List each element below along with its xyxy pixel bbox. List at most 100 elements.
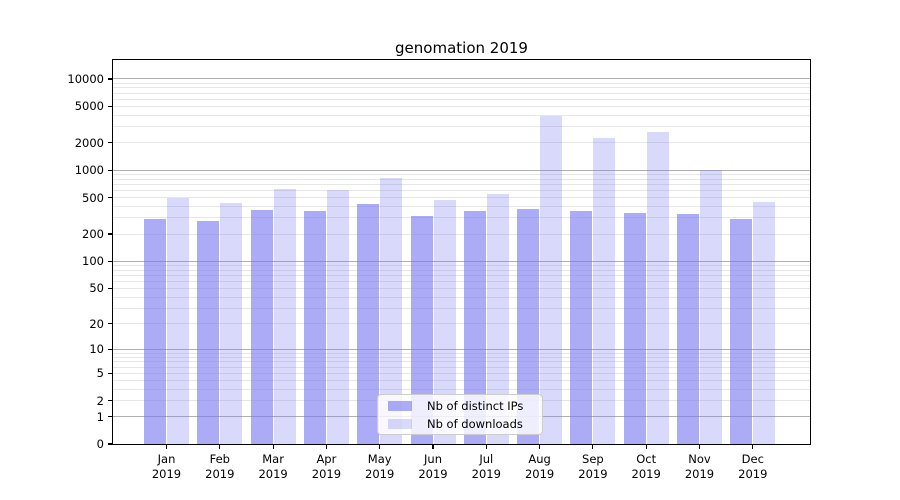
y-tick-label: 500 bbox=[82, 190, 104, 205]
x-tick bbox=[752, 445, 754, 449]
bar-downloads bbox=[220, 203, 243, 444]
x-tick bbox=[592, 445, 594, 449]
y-tick bbox=[108, 78, 112, 80]
bar-ips bbox=[250, 210, 273, 444]
legend-label-downloads: Nb of downloads bbox=[427, 416, 523, 431]
x-tick bbox=[325, 445, 327, 449]
x-tick-label: Feb 2019 bbox=[205, 452, 235, 481]
gridline-minor bbox=[113, 126, 810, 128]
y-tick bbox=[108, 416, 112, 418]
y-tick-label: 200 bbox=[82, 227, 104, 241]
gridline-minor bbox=[113, 197, 810, 199]
bar-downloads bbox=[486, 194, 509, 444]
gridline-minor bbox=[113, 372, 810, 374]
bar-ips bbox=[463, 210, 486, 444]
gridline-minor bbox=[113, 388, 810, 390]
gridline-minor bbox=[113, 287, 810, 289]
gridline-minor bbox=[113, 98, 810, 100]
gridline-minor bbox=[113, 183, 810, 185]
legend-swatch-downloads bbox=[388, 418, 412, 429]
x-tick-label: Jul 2019 bbox=[471, 452, 501, 481]
y-tick bbox=[108, 372, 112, 374]
bar-ips bbox=[144, 219, 166, 444]
x-tick-label: Dec 2019 bbox=[738, 452, 768, 481]
y-tick-label: 20 bbox=[89, 316, 104, 331]
x-tick bbox=[698, 445, 701, 449]
gridline-minor bbox=[113, 264, 810, 266]
y-tick bbox=[108, 260, 112, 262]
gridline-minor bbox=[113, 307, 810, 309]
legend: Nb of distinct IPs Nb of downloads bbox=[377, 394, 543, 435]
legend-swatch-distinct-ips bbox=[388, 400, 412, 411]
bar-downloads bbox=[753, 202, 776, 444]
gridline-minor bbox=[113, 352, 810, 354]
x-tick bbox=[485, 445, 487, 449]
x-tick-label: Aug 2019 bbox=[524, 452, 555, 481]
legend-label-distinct-ips: Nb of distinct IPs bbox=[427, 398, 524, 413]
y-tick-label: 5 bbox=[96, 366, 104, 381]
gridline-minor bbox=[113, 190, 810, 192]
x-tick bbox=[432, 445, 434, 449]
x-tick-label: Nov 2019 bbox=[684, 452, 715, 481]
x-tick-label: Apr 2019 bbox=[311, 452, 342, 481]
gridline-minor bbox=[113, 366, 810, 368]
gridline-minor bbox=[113, 361, 810, 363]
y-tick bbox=[108, 142, 112, 144]
x-tick-label: Jan 2019 bbox=[151, 452, 182, 481]
y-tick-label: 5000 bbox=[74, 99, 104, 114]
bar-ips bbox=[303, 210, 326, 444]
x-tick bbox=[219, 445, 221, 449]
y-tick bbox=[108, 105, 112, 108]
chart-title: genomation 2019 bbox=[395, 39, 528, 57]
x-tick-label: May 2019 bbox=[365, 452, 395, 481]
y-tick-label: 1000 bbox=[74, 163, 104, 178]
y-tick bbox=[108, 323, 112, 325]
gridline-minor bbox=[113, 178, 810, 180]
y-tick-label: 1 bbox=[96, 409, 104, 424]
gridline-minor bbox=[113, 356, 810, 358]
gridline-minor bbox=[113, 269, 810, 271]
bar-ips bbox=[197, 220, 220, 444]
x-tick-label: Oct 2019 bbox=[631, 452, 661, 481]
gridline-minor bbox=[113, 323, 810, 325]
y-tick bbox=[108, 233, 112, 235]
bar-downloads bbox=[326, 190, 349, 444]
bar-downloads bbox=[700, 170, 722, 444]
gridline-minor bbox=[113, 217, 810, 219]
x-tick bbox=[379, 445, 381, 449]
bar-ips bbox=[357, 203, 380, 444]
bar-downloads bbox=[167, 198, 189, 444]
x-tick bbox=[539, 445, 541, 449]
legend-item-distinct-ips: Nb of distinct IPs bbox=[388, 399, 534, 413]
gridline-minor bbox=[113, 280, 810, 282]
y-tick bbox=[108, 400, 112, 402]
x-tick bbox=[645, 445, 647, 449]
gridline-minor bbox=[113, 87, 810, 89]
legend-item-downloads: Nb of downloads bbox=[388, 417, 534, 431]
gridline-major bbox=[113, 78, 810, 80]
y-tick-label: 50 bbox=[89, 281, 104, 296]
y-tick-label: 10000 bbox=[67, 71, 104, 86]
x-tick bbox=[272, 445, 274, 449]
x-tick-label: Sep 2019 bbox=[578, 452, 608, 481]
bar-downloads bbox=[433, 199, 456, 444]
y-tick-label: 0 bbox=[96, 437, 104, 451]
gridline-minor bbox=[113, 296, 810, 298]
gridline-minor bbox=[113, 173, 810, 175]
gridline-major bbox=[113, 169, 810, 171]
gridline-minor bbox=[113, 380, 810, 382]
x-tick bbox=[165, 445, 168, 449]
x-tick-label: Jun 2019 bbox=[418, 452, 448, 481]
bar-ips bbox=[410, 215, 433, 444]
y-tick bbox=[108, 197, 112, 199]
bar-downloads bbox=[540, 115, 563, 444]
gridline-minor bbox=[113, 105, 810, 107]
bar-downloads bbox=[380, 178, 403, 444]
bar-downloads bbox=[273, 188, 296, 444]
bar-downloads bbox=[646, 131, 669, 444]
bar-ips bbox=[730, 218, 753, 444]
gridline-minor bbox=[113, 92, 810, 94]
y-tick bbox=[108, 348, 112, 350]
gridline-major bbox=[113, 348, 810, 350]
